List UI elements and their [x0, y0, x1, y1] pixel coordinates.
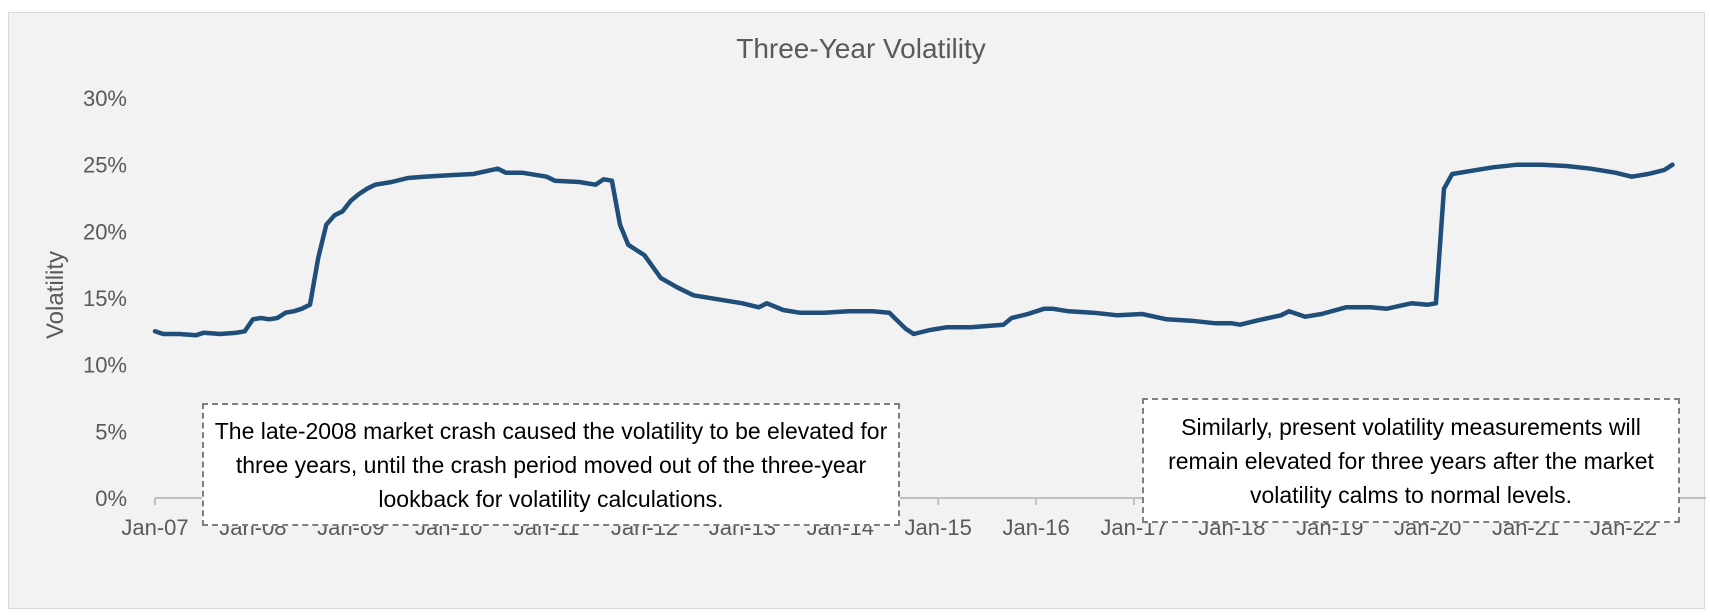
chart: Three-Year Volatility Volatility 0% 5% 10%… — [42, 33, 1706, 540]
y-tick-label: 20% — [83, 219, 127, 244]
y-tick-label: 15% — [83, 286, 127, 311]
annotation-left-text: The late-2008 market crash caused the vo… — [214, 417, 888, 512]
y-tick-label: 25% — [83, 153, 127, 178]
annotation-right-text: Similarly, present volatility measuremen… — [1168, 413, 1654, 508]
chart-frame: Three-Year Volatility Volatility 0% 5% 10%… — [8, 12, 1706, 609]
y-tick-label: 30% — [83, 86, 127, 111]
annotation-right: Similarly, present volatility measuremen… — [1142, 398, 1680, 523]
y-tick-label: 0% — [95, 486, 127, 511]
y-tick-label: 10% — [83, 353, 127, 378]
x-tick-label: Jan-16 — [1002, 515, 1069, 540]
annotation-left: The late-2008 market crash caused the vo… — [202, 403, 900, 526]
y-axis-ticks: 0% 5% 10% 15% 20% 25% 30% — [83, 86, 127, 511]
y-tick-label: 5% — [95, 419, 127, 444]
chart-title: Three-Year Volatility — [736, 33, 986, 64]
x-tick-label: Jan-15 — [905, 515, 972, 540]
x-axis: Jan-07 Jan-08 Jan-09 Jan-10 Jan-11 Jan-12 Jan-… — [121, 497, 1706, 540]
volatility-series-line — [152, 162, 1675, 338]
y-axis-label: Volatility — [42, 251, 69, 339]
x-tick-label: Jan-07 — [121, 515, 188, 540]
series-layer — [152, 162, 1675, 338]
